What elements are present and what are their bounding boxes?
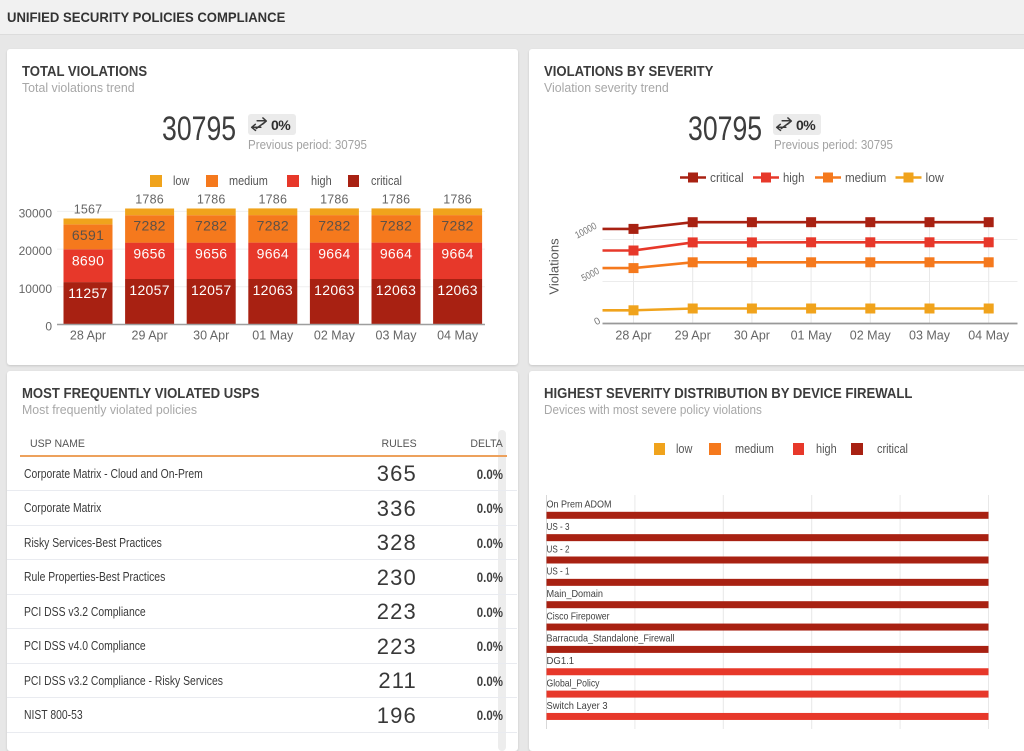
svg-text:critical: critical	[710, 170, 744, 185]
svg-text:20000: 20000	[19, 244, 53, 258]
svg-text:US - 2: US - 2	[546, 543, 569, 555]
svg-text:0: 0	[45, 320, 52, 334]
svg-text:1786: 1786	[320, 192, 349, 206]
svg-text:Global_Policy: Global_Policy	[546, 677, 600, 689]
svg-text:29 Apr: 29 Apr	[674, 329, 710, 343]
svg-text:low: low	[925, 170, 944, 185]
svg-text:30000: 30000	[19, 206, 53, 220]
svg-text:Violations: Violations	[546, 238, 561, 295]
svg-text:9664: 9664	[380, 246, 412, 262]
svg-text:9664: 9664	[318, 246, 350, 262]
svg-text:5000: 5000	[579, 266, 601, 285]
svg-text:29 Apr: 29 Apr	[132, 329, 168, 343]
svg-text:12057: 12057	[191, 282, 231, 298]
svg-text:medium: medium	[845, 170, 886, 185]
svg-text:1567: 1567	[74, 203, 103, 217]
svg-text:9656: 9656	[195, 246, 227, 262]
svg-text:1786: 1786	[382, 192, 411, 206]
svg-text:11257: 11257	[68, 285, 107, 301]
svg-text:02 May: 02 May	[314, 329, 356, 343]
svg-text:12063: 12063	[314, 282, 354, 298]
svg-text:12063: 12063	[437, 282, 477, 298]
svg-text:7282: 7282	[380, 218, 412, 234]
svg-text:9664: 9664	[441, 246, 473, 262]
svg-text:28 Apr: 28 Apr	[615, 329, 651, 343]
svg-text:10000: 10000	[19, 282, 53, 296]
svg-text:DG1.1: DG1.1	[546, 655, 574, 667]
svg-text:US - 1: US - 1	[546, 566, 569, 578]
svg-text:30 Apr: 30 Apr	[733, 329, 769, 343]
svg-text:04 May: 04 May	[968, 329, 1010, 343]
svg-text:30 Apr: 30 Apr	[193, 329, 229, 343]
svg-text:1786: 1786	[258, 192, 287, 206]
svg-text:03 May: 03 May	[376, 329, 418, 343]
svg-text:7282: 7282	[318, 218, 350, 234]
svg-text:04 May: 04 May	[437, 329, 479, 343]
svg-text:01 May: 01 May	[790, 329, 832, 343]
svg-text:Barracuda_Standalone_Firewall: Barracuda_Standalone_Firewall	[546, 633, 674, 645]
svg-text:Cisco Firepower: Cisco Firepower	[546, 610, 609, 622]
svg-text:01 May: 01 May	[252, 329, 294, 343]
svg-text:12063: 12063	[253, 282, 293, 298]
svg-text:7282: 7282	[195, 218, 227, 234]
svg-text:high: high	[783, 170, 804, 185]
svg-text:1786: 1786	[443, 192, 472, 206]
svg-text:Switch Layer 3: Switch Layer 3	[546, 700, 607, 712]
svg-text:12063: 12063	[376, 282, 416, 298]
svg-text:7282: 7282	[257, 218, 289, 234]
svg-text:7282: 7282	[441, 218, 473, 234]
svg-text:US - 3: US - 3	[546, 521, 569, 533]
svg-text:12057: 12057	[129, 282, 169, 298]
svg-text:10000: 10000	[573, 221, 599, 242]
svg-text:1786: 1786	[197, 193, 226, 207]
svg-text:Main_Domain: Main_Domain	[546, 588, 603, 600]
svg-text:9656: 9656	[133, 246, 165, 262]
svg-text:0: 0	[592, 316, 602, 329]
svg-text:03 May: 03 May	[909, 329, 951, 343]
svg-text:7282: 7282	[133, 218, 165, 234]
svg-text:9664: 9664	[257, 246, 289, 262]
svg-text:6591: 6591	[72, 227, 104, 243]
svg-text:28 Apr: 28 Apr	[70, 329, 106, 343]
svg-text:1786: 1786	[135, 193, 164, 207]
svg-text:8690: 8690	[72, 252, 104, 268]
svg-text:On Prem ADOM: On Prem ADOM	[546, 499, 611, 511]
svg-text:02 May: 02 May	[849, 329, 891, 343]
